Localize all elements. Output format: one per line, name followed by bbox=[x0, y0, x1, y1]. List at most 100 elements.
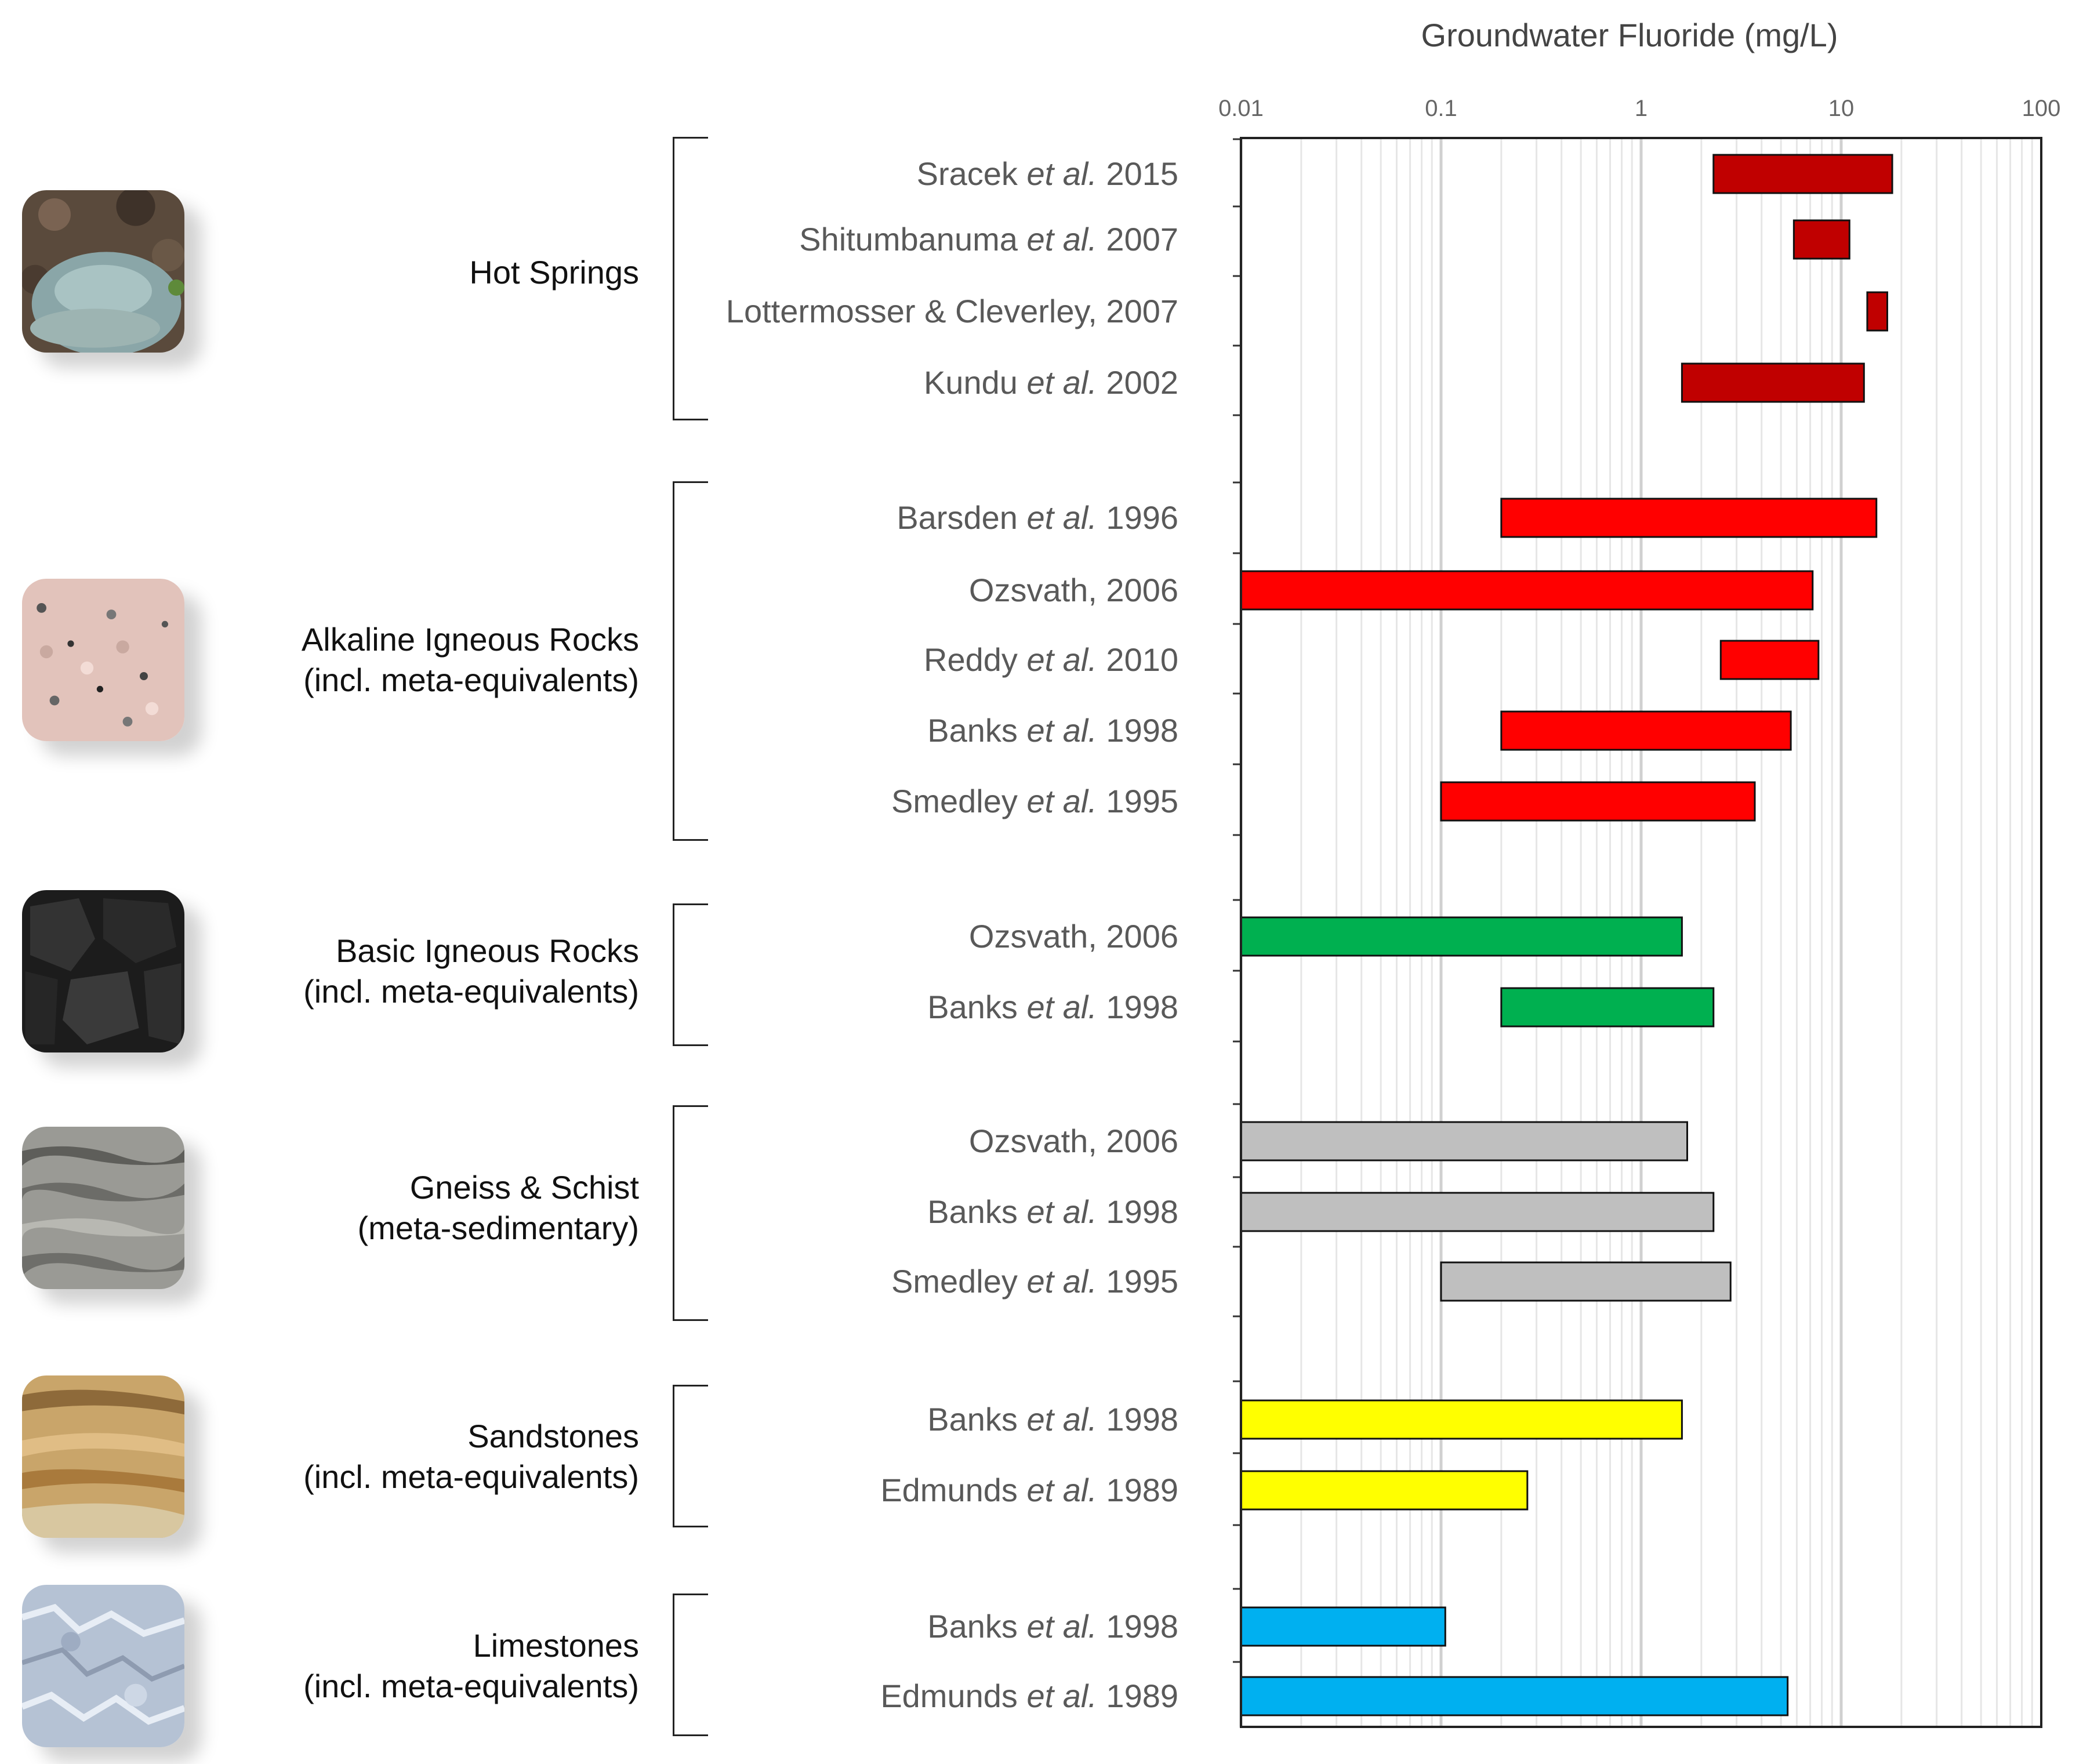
group-label-limestones: Limestones (incl. meta-equivalents) bbox=[1, 1625, 639, 1707]
reference-label: Edmunds et al. 1989 bbox=[598, 1676, 1178, 1716]
reference-author: Barsden bbox=[897, 499, 1018, 536]
reference-author: Kundu bbox=[923, 364, 1018, 401]
reference-author: Banks bbox=[927, 1401, 1018, 1438]
group-subname: (incl. meta-equivalents) bbox=[303, 1458, 639, 1495]
reference-label: Lottermosser & Cleverley, 2007 bbox=[598, 291, 1178, 332]
group-name: Gneiss & Schist bbox=[409, 1169, 639, 1206]
reference-author: Ozsvath, 2006 bbox=[968, 918, 1178, 954]
reference-year: 1996 bbox=[1106, 499, 1178, 536]
reference-etal: et al. bbox=[1017, 1193, 1106, 1230]
range-bar bbox=[1240, 570, 1814, 611]
range-bar bbox=[1500, 710, 1792, 751]
range-bar bbox=[1240, 1399, 1683, 1440]
reference-etal: et al. bbox=[1017, 1472, 1106, 1508]
group-bracket bbox=[673, 1594, 708, 1736]
range-bar bbox=[1719, 640, 1820, 680]
reference-year: 1998 bbox=[1106, 1608, 1178, 1645]
reference-year: 1998 bbox=[1106, 989, 1178, 1025]
reference-year: 2002 bbox=[1106, 364, 1178, 401]
reference-etal: et al. bbox=[1017, 499, 1106, 536]
reference-label: Edmunds et al. 1989 bbox=[598, 1470, 1178, 1511]
group-subname: (incl. meta-equivalents) bbox=[303, 662, 639, 698]
group-bracket bbox=[673, 1105, 708, 1321]
group-subname: (incl. meta-equivalents) bbox=[303, 973, 639, 1010]
x-tick-label: 1 bbox=[1635, 96, 1647, 121]
reference-label: Ozsvath, 2006 bbox=[598, 1121, 1178, 1162]
reference-etal: et al. bbox=[1017, 364, 1106, 401]
reference-etal: et al. bbox=[1017, 1401, 1106, 1438]
x-tick-label: 100 bbox=[2022, 96, 2061, 121]
reference-year: 1989 bbox=[1106, 1678, 1178, 1714]
reference-etal: et al. bbox=[1017, 1678, 1106, 1714]
hot-spring-photo bbox=[22, 190, 184, 353]
group-subname: (meta-sedimentary) bbox=[357, 1210, 639, 1246]
group-bracket bbox=[673, 1385, 708, 1527]
range-bar bbox=[1440, 781, 1756, 822]
reference-year: 1998 bbox=[1106, 712, 1178, 749]
group-name: Basic Igneous Rocks bbox=[336, 932, 639, 969]
group-bracket bbox=[673, 137, 708, 420]
group-name: Limestones bbox=[473, 1627, 639, 1664]
reference-author: Lottermosser & Cleverley, 2007 bbox=[725, 293, 1178, 329]
reference-etal: et al. bbox=[1017, 221, 1106, 257]
range-bar bbox=[1240, 1470, 1529, 1511]
reference-label: Ozsvath, 2006 bbox=[598, 570, 1178, 611]
reference-year: 1998 bbox=[1106, 1401, 1178, 1438]
reference-author: Ozsvath, 2006 bbox=[968, 572, 1178, 608]
reference-etal: et al. bbox=[1017, 712, 1106, 749]
reference-label: Ozsvath, 2006 bbox=[598, 916, 1178, 957]
range-bar bbox=[1681, 362, 1865, 403]
reference-year: 2010 bbox=[1106, 641, 1178, 678]
reference-label: Banks et al. 1998 bbox=[598, 987, 1178, 1028]
reference-year: 2007 bbox=[1106, 221, 1178, 257]
reference-author: Banks bbox=[927, 989, 1018, 1025]
range-bar bbox=[1712, 154, 1893, 194]
range-bar bbox=[1500, 987, 1715, 1028]
reference-author: Banks bbox=[927, 712, 1018, 749]
group-label-sandstones: Sandstones (incl. meta-equivalents) bbox=[1, 1416, 639, 1497]
reference-etal: et al. bbox=[1017, 155, 1106, 192]
reference-author: Sracek bbox=[916, 155, 1018, 192]
reference-etal: et al. bbox=[1017, 783, 1106, 819]
reference-etal: et al. bbox=[1017, 1263, 1106, 1300]
reference-etal: et al. bbox=[1017, 1608, 1106, 1645]
reference-author: Shitumbanuma bbox=[799, 221, 1018, 257]
gneiss-photo bbox=[22, 1127, 184, 1289]
range-bar bbox=[1240, 1192, 1715, 1232]
reference-year: 1998 bbox=[1106, 1193, 1178, 1230]
x-tick-label: 0.1 bbox=[1425, 96, 1457, 121]
reference-year: 1995 bbox=[1106, 1263, 1178, 1300]
reference-label: Sracek et al. 2015 bbox=[598, 154, 1178, 194]
group-name: Sandstones bbox=[467, 1418, 639, 1454]
granite-photo bbox=[22, 579, 184, 741]
group-label-gneiss-schist: Gneiss & Schist (meta-sedimentary) bbox=[1, 1167, 639, 1248]
reference-year: 1989 bbox=[1106, 1472, 1178, 1508]
limestone-photo bbox=[22, 1585, 184, 1747]
range-bar bbox=[1240, 1121, 1689, 1162]
reference-author: Banks bbox=[927, 1193, 1018, 1230]
range-bar bbox=[1866, 291, 1889, 332]
range-bar bbox=[1240, 1676, 1789, 1716]
group-label-hot-springs: Hot Springs bbox=[1, 252, 639, 293]
range-bar bbox=[1240, 1606, 1446, 1647]
reference-label: Banks et al. 1998 bbox=[598, 1399, 1178, 1440]
reference-label: Smedley et al. 1995 bbox=[598, 781, 1178, 822]
plot-frame bbox=[1240, 137, 2042, 1728]
reference-etal: et al. bbox=[1017, 641, 1106, 678]
reference-label: Banks et al. 1998 bbox=[598, 1192, 1178, 1232]
reference-author: Edmunds bbox=[880, 1472, 1018, 1508]
group-subname: (incl. meta-equivalents) bbox=[303, 1668, 639, 1704]
range-bar bbox=[1440, 1261, 1732, 1302]
reference-label: Barsden et al. 1996 bbox=[598, 498, 1178, 538]
range-bar bbox=[1240, 916, 1683, 957]
group-name: Alkaline Igneous Rocks bbox=[301, 621, 639, 658]
reference-author: Ozsvath, 2006 bbox=[968, 1123, 1178, 1159]
reference-label: Kundu et al. 2002 bbox=[598, 362, 1178, 403]
reference-etal: et al. bbox=[1017, 989, 1106, 1025]
reference-label: Shitumbanuma et al. 2007 bbox=[598, 219, 1178, 260]
reference-author: Banks bbox=[927, 1608, 1018, 1645]
reference-year: 2015 bbox=[1106, 155, 1178, 192]
range-bar bbox=[1500, 498, 1878, 538]
